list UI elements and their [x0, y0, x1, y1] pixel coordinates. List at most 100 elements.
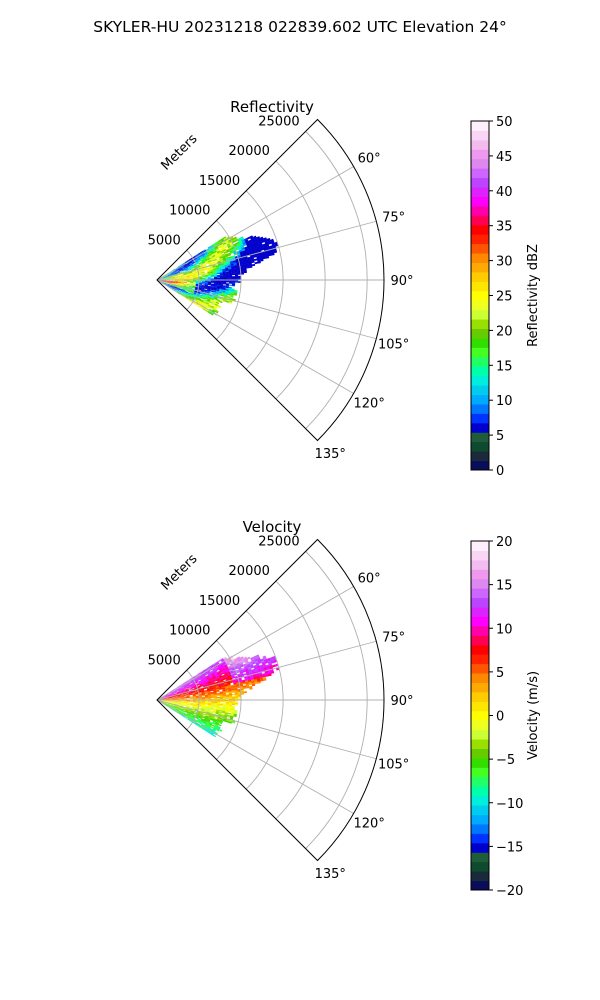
- echo-gate: [239, 249, 243, 253]
- echo-gate: [236, 686, 241, 689]
- echo-gate: [167, 285, 171, 287]
- echo-gate: [165, 697, 169, 699]
- echo-gate: [200, 266, 204, 268]
- echo-gate: [200, 292, 204, 294]
- echo-gate: [213, 694, 218, 696]
- echo-gate: [179, 270, 183, 273]
- colorbar-tick-label: 10: [496, 394, 513, 409]
- echo-gate: [216, 282, 221, 285]
- echo-gate: [238, 660, 243, 664]
- echo-gate: [210, 298, 214, 302]
- echo-gate: [186, 281, 191, 283]
- echo-gate: [193, 266, 198, 269]
- echo-gate: [226, 258, 230, 261]
- azimuth-spoke: [156, 220, 377, 281]
- echo-gate: [215, 685, 219, 688]
- echo-gate: [192, 261, 196, 264]
- echo-gate: [181, 700, 185, 701]
- echo-gate: [170, 693, 175, 695]
- echo-gate: [174, 275, 178, 277]
- echo-gate: [210, 258, 214, 261]
- echo-gate: [174, 703, 178, 705]
- echo-gate: [189, 694, 193, 696]
- echo-gate: [180, 703, 184, 704]
- echo-gate: [190, 679, 195, 682]
- echo-gate: [168, 281, 172, 283]
- echo-gate: [162, 702, 166, 704]
- echo-gate: [165, 278, 170, 279]
- echo-gate: [198, 281, 203, 283]
- echo-gate: [234, 692, 238, 694]
- echo-gate: [165, 698, 170, 700]
- echo-gate: [216, 299, 221, 302]
- echo-gate: [228, 300, 233, 303]
- echo-gate: [183, 274, 187, 276]
- echo-gate: [159, 701, 163, 703]
- echo-gate: [216, 258, 221, 261]
- echo-gate: [216, 726, 221, 730]
- colorbar-swatch: [471, 149, 489, 160]
- colorbar-swatch: [471, 559, 489, 570]
- echo-gate: [172, 270, 176, 272]
- echo-gate: [217, 697, 221, 700]
- echo-gate: [209, 301, 213, 304]
- echo-gate: [212, 290, 217, 293]
- echo-gate: [167, 284, 171, 287]
- echo-gate: [170, 285, 174, 288]
- echo-gate: [182, 270, 186, 272]
- echo-gate: [194, 708, 199, 711]
- echo-gate: [231, 676, 236, 679]
- echo-gate: [195, 288, 199, 290]
- echo-gate: [250, 658, 255, 662]
- echo-gate: [197, 708, 202, 711]
- echo-gate: [200, 689, 205, 691]
- echo-gate: [174, 697, 179, 699]
- echo-gate: [189, 697, 194, 699]
- echo-gate: [177, 685, 181, 688]
- echo-gate: [200, 259, 205, 262]
- echo-gate: [189, 262, 193, 265]
- echo-gate: [186, 294, 190, 297]
- echo-gate: [191, 717, 195, 720]
- echo-gate: [170, 706, 174, 709]
- echo-gate: [179, 294, 183, 297]
- echo-gate: [219, 662, 223, 666]
- echo-gate: [218, 293, 222, 295]
- echo-gate: [215, 266, 220, 269]
- echo-gate: [213, 298, 218, 301]
- echo-gate: [220, 664, 225, 668]
- echo-gate: [192, 271, 196, 274]
- echo-gate: [189, 707, 193, 709]
- echo-gate: [199, 292, 204, 295]
- echo-gate: [237, 253, 241, 256]
- echo-gate: [183, 281, 188, 283]
- azimuth-tick-label: 135°: [315, 447, 346, 462]
- echo-gate: [197, 711, 201, 714]
- echo-gate: [201, 673, 205, 677]
- echo-gate: [162, 698, 167, 700]
- echo-gate: [206, 306, 211, 310]
- echo-gate: [176, 708, 180, 711]
- echo-gate: [221, 294, 225, 297]
- echo-gate: [198, 260, 202, 263]
- echo-gate: [193, 299, 197, 302]
- echo-gate: [195, 260, 199, 263]
- echo-gate: [165, 701, 169, 703]
- echo-gate: [215, 661, 219, 664]
- echo-gate: [176, 269, 180, 272]
- echo-gate: [256, 236, 261, 240]
- echo-gate: [200, 671, 204, 675]
- echo-gate: [165, 281, 170, 282]
- echo-gate: [210, 707, 214, 710]
- echo-gate: [182, 268, 186, 271]
- echo-gate: [180, 281, 185, 283]
- echo-gate: [203, 268, 208, 271]
- echo-gate: [173, 285, 178, 288]
- echo-gate: [208, 310, 212, 314]
- echo-gate: [190, 265, 194, 268]
- colorbar-tick-label: 40: [496, 185, 513, 200]
- echo-gate: [210, 275, 215, 277]
- echo-gate: [222, 256, 226, 260]
- echo-gate: [210, 305, 215, 308]
- echo-gate: [180, 696, 185, 698]
